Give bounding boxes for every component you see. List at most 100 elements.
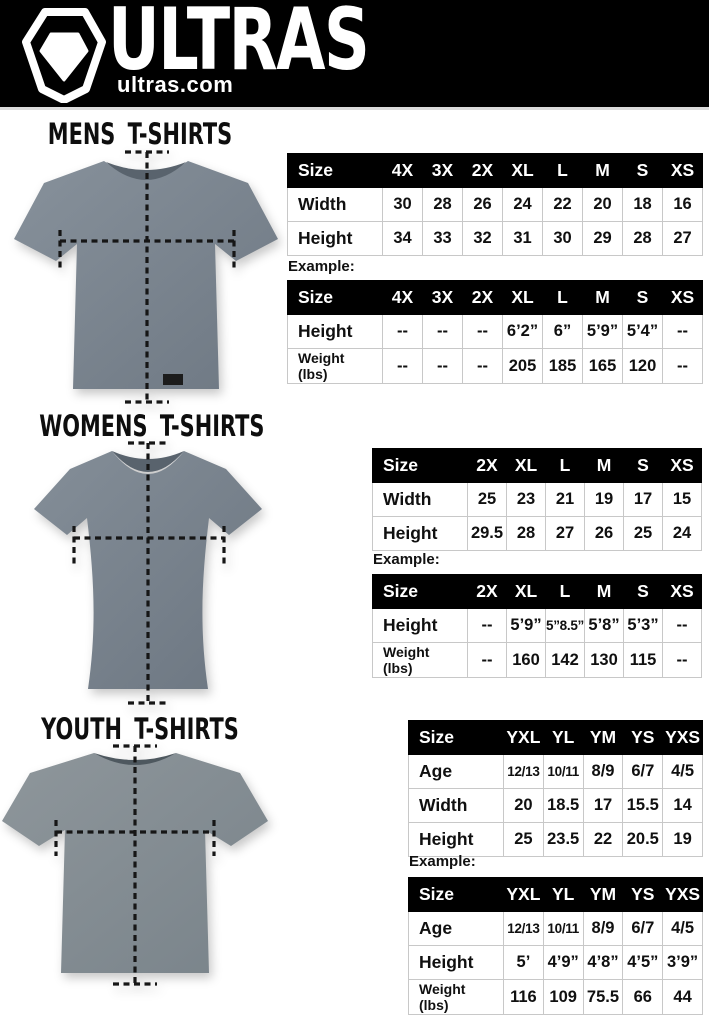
value-cell: 15.5 [622, 788, 664, 823]
value-cell: 4/5 [662, 754, 703, 789]
size-column-header: YM [582, 720, 624, 755]
size-column-header: S [622, 280, 663, 315]
value-cell: 160 [506, 641, 546, 679]
label-column-header: Size [372, 448, 468, 483]
table-row: Height -- -- -- 6’2” 6” 5’9” 5’4” -- [287, 314, 703, 349]
value-cell: 8/9 [582, 911, 624, 946]
value-cell: 5’9” [582, 314, 623, 349]
value-cell: 29.5 [467, 516, 507, 551]
mens-measurement-lines [58, 150, 236, 404]
value-cell: 18 [622, 187, 663, 222]
value-cell: 120 [622, 347, 663, 385]
value-cell: 20 [503, 788, 544, 823]
youth-measurement-lines [54, 744, 216, 986]
size-column-header: YS [622, 720, 664, 755]
value-cell: 24 [502, 187, 543, 222]
value-cell: 4’5” [622, 945, 664, 980]
value-cell: 44 [662, 978, 703, 1016]
label-column-header: Size [408, 720, 504, 755]
value-cell: -- [467, 641, 507, 679]
size-column-header: S [622, 153, 663, 188]
youth-section-title: YOUTH T-SHIRTS [41, 712, 239, 746]
table-row: Age 12/13 10/11 8/9 6/7 4/5 [408, 754, 703, 789]
value-cell: 22 [582, 822, 624, 857]
size-column-header: XS [662, 153, 703, 188]
size-column-header: YXS [662, 720, 703, 755]
value-cell: -- [382, 314, 423, 349]
mens-size-table: Size 4X 3X 2X XL L M S XS Width 30 28 26 24 22 20 18 16 He… [287, 153, 703, 256]
size-column-header: YM [582, 877, 624, 912]
table-row: Width 20 18.5 17 15.5 14 [408, 788, 703, 823]
table-row: Width 30 28 26 24 22 20 18 16 [287, 187, 703, 222]
mens-shirt-body [14, 161, 278, 389]
womens-section-title: WOMENS T-SHIRTS [39, 409, 265, 443]
size-column-header: YXS [662, 877, 703, 912]
value-cell: 28 [622, 221, 663, 256]
site-url: ultras.com [117, 72, 234, 97]
value-cell: 205 [502, 347, 543, 385]
table-row: Height 25 23.5 22 20.5 19 [408, 822, 703, 857]
value-cell: 6/7 [622, 754, 664, 789]
size-column-header: YL [542, 720, 584, 755]
value-cell: 22 [542, 187, 583, 222]
value-cell: 24 [662, 516, 702, 551]
label-column-header: Size [408, 877, 504, 912]
size-column-header: 4X [382, 280, 423, 315]
value-cell: 130 [584, 641, 624, 679]
womens-size-table: Size 2X XL L M S XS Width 25 23 21 19 17 15 Height 29.5… [372, 448, 702, 551]
mens-shirt-collar [106, 162, 186, 180]
size-column-header: S [623, 574, 663, 609]
youth-tshirt-image [0, 741, 272, 991]
mens-tshirt-image [8, 146, 286, 408]
row-label: Height [287, 314, 383, 349]
label-column-header: Size [372, 574, 468, 609]
value-cell: 115 [623, 641, 663, 679]
value-cell: 116 [503, 978, 544, 1016]
size-column-header: XL [506, 448, 546, 483]
value-cell: 10/11 [542, 911, 584, 946]
brand-tag [163, 374, 183, 385]
value-cell: 12/13 [503, 911, 544, 946]
value-cell: 32 [462, 221, 503, 256]
row-label: Height [408, 945, 504, 980]
value-cell: 185 [542, 347, 583, 385]
womens-measurement-lines [72, 441, 226, 705]
value-cell: 3’9” [662, 945, 703, 980]
value-cell: 4’8” [582, 945, 624, 980]
value-cell: -- [662, 347, 703, 385]
ultras-logo-icon [22, 8, 106, 103]
row-label: Weight (lbs) [287, 347, 383, 385]
value-cell: 26 [584, 516, 624, 551]
youth-example-table: Size YXL YL YM YS YXS Age 12/13 10/11 8/9 6/7 4/5 He… [408, 877, 703, 1016]
size-column-header: 3X [422, 280, 463, 315]
value-cell: 8/9 [582, 754, 624, 789]
value-cell: 6” [542, 314, 583, 349]
table-row: Height -- 5’9” 5”8.5” 5’8” 5’3” -- [372, 608, 702, 643]
value-cell: -- [422, 347, 463, 385]
youth-size-table: Size YXL YL YM YS YXS Age 12/13 10/11 8/9 6/7 4/5 Wi… [408, 720, 703, 857]
size-column-header: L [542, 280, 583, 315]
size-column-header: XS [662, 574, 702, 609]
size-column-header: YL [542, 877, 584, 912]
value-cell: 165 [582, 347, 623, 385]
size-column-header: L [545, 574, 585, 609]
value-cell: 23 [506, 482, 546, 517]
value-cell: 20 [582, 187, 623, 222]
value-cell: 19 [584, 482, 624, 517]
youth-example-label: Example: [409, 853, 476, 870]
size-column-header: YXL [503, 877, 544, 912]
value-cell: 12/13 [503, 754, 544, 789]
row-label: Width [372, 482, 468, 517]
value-cell: 29 [582, 221, 623, 256]
value-cell: 10/11 [542, 754, 584, 789]
size-column-header: XS [662, 280, 703, 315]
size-column-header: XS [662, 448, 702, 483]
womens-shirt-collar [112, 451, 184, 472]
mens-example-table: Size 4X 3X 2X XL L M S XS Height -- -- -- 6’2” 6” 5’9” 5… [287, 280, 703, 385]
womens-example-label: Example: [373, 551, 440, 568]
value-cell: -- [662, 641, 702, 679]
header-bar: ULTRAS ultras.com [0, 0, 709, 110]
youth-shirt-collar [94, 753, 176, 765]
value-cell: 142 [545, 641, 585, 679]
